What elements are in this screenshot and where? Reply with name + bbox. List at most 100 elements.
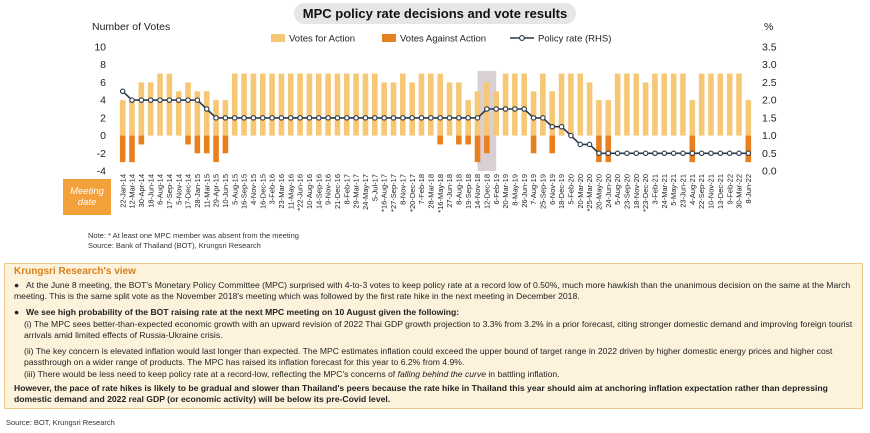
x-tick-label: 12-Dec-18: [483, 174, 492, 209]
bar-against: [745, 135, 752, 163]
policy-rate-point: [456, 115, 462, 121]
bar-against: [549, 135, 556, 154]
x-tick-label: 5-Nov-14: [174, 174, 183, 205]
bar-for: [287, 73, 294, 136]
x-tick-label: 22-Sep-21: [697, 174, 706, 209]
x-tick-label: 8-Jun-22: [744, 174, 753, 204]
x-tick-label: *23-Dec-20: [641, 174, 650, 212]
x-tick-label: 23-Jun-21: [679, 174, 688, 208]
bar-for: [241, 73, 247, 136]
x-tick-label: *22-Jun-16: [296, 174, 305, 211]
policy-rate-point: [689, 150, 696, 157]
bar-for: [362, 73, 369, 136]
policy-rate-point: [549, 123, 555, 130]
x-tick-label: 28-Mar-18: [426, 174, 435, 209]
bar-for: [297, 73, 303, 136]
bar-for: [325, 73, 331, 136]
view-paragraph-1: ● At the June 8 meeting, the BOT's Moneta…: [14, 280, 851, 301]
x-tick-label: 12-Mar-14: [128, 174, 137, 209]
bar-against: [484, 135, 490, 154]
bar-against: [203, 135, 210, 154]
bar-for: [717, 73, 724, 136]
x-tick-label: 13-Dec-21: [716, 174, 725, 209]
bar-for: [381, 82, 387, 136]
legend-label: Votes for Action: [289, 34, 355, 45]
x-tick-label: 9-Feb-22: [725, 174, 734, 204]
policy-rate-point: [428, 115, 434, 121]
y-tick-label: 2: [100, 112, 106, 124]
bar-against: [119, 135, 126, 163]
x-tick-label: 9-Nov-16: [324, 174, 333, 205]
x-tick-label: 5-Aug-20: [613, 174, 622, 205]
x-tick-label: 28-Jan-15: [193, 174, 202, 208]
view-s3-b: falling behind the curve: [397, 369, 486, 379]
policy-rate-point: [474, 115, 481, 121]
note-absent: Note: * At least one MPC member was abse…: [88, 231, 299, 240]
policy-rate-point: [558, 123, 565, 130]
x-tick-label: 10-Aug-16: [305, 174, 314, 209]
view-sub-ii: (ii) The key concern is elevated inflati…: [24, 346, 833, 367]
bar-for: [568, 73, 574, 136]
chart-title: MPC policy rate decisions and vote resul…: [294, 3, 576, 24]
legend-label: Policy rate (RHS): [538, 34, 611, 45]
view-sub-i: (i) The MPC sees better-than-expected ec…: [24, 319, 853, 340]
x-tick-label: 8-May-19: [511, 174, 520, 206]
x-tick-label: 26-Jun-19: [520, 174, 529, 208]
y-tick-label: 0: [100, 130, 106, 142]
x-tick-label: 20-Mar-20: [576, 174, 585, 209]
bar-for: [642, 82, 649, 136]
x-tick-label: *25-Mar-20: [585, 174, 594, 212]
policy-rate-point: [624, 150, 630, 157]
bar-against: [465, 135, 471, 145]
x-tick-label: 25-Sep-19: [539, 174, 548, 209]
bar-for: [250, 73, 257, 136]
x-tick-label: *27-Sep-17: [389, 174, 398, 212]
bar-for: [400, 73, 406, 136]
meeting-date-text: Meeting date: [70, 186, 104, 208]
bar-for: [680, 73, 686, 136]
x-tick-label: 16-Dec-15: [258, 174, 267, 209]
x-tick-label: 5-May-21: [669, 174, 678, 206]
y2-tick-label: 0.5: [762, 148, 777, 160]
x-tick-label: 21-Dec-16: [333, 174, 342, 209]
bar-for: [530, 91, 537, 136]
bar-for: [586, 82, 593, 136]
policy-rate-point: [278, 115, 285, 121]
bar-for: [306, 73, 313, 136]
view-p2-text: We see high probability of the BOT raisi…: [26, 307, 460, 317]
policy-rate-point: [288, 115, 294, 121]
x-tick-label: 10-Jun-15: [221, 174, 230, 208]
bar-against: [194, 135, 201, 154]
policy-rate-point: [661, 150, 668, 157]
x-tick-label: 18-Jun-14: [146, 174, 155, 208]
bar-against: [596, 135, 602, 163]
bar-for: [624, 73, 630, 136]
bar-for: [726, 73, 733, 136]
view-s3-a: (iii) There would be less need to keep p…: [24, 369, 398, 379]
x-tick-label: 23-Sep-20: [623, 174, 632, 209]
bar-for: [315, 73, 322, 136]
x-tick-label: 19-Sep-18: [464, 174, 473, 209]
policy-rate-point: [194, 97, 201, 103]
research-view-title: Krungsri Research's view: [14, 266, 136, 277]
x-tick-label: *16-Aug-17: [380, 174, 389, 212]
view-sub-iii: (iii) There would be less need to keep p…: [24, 369, 854, 380]
policy-rate-point: [259, 115, 266, 121]
y-tick-label: 4: [100, 95, 106, 107]
policy-rate-point: [344, 115, 350, 121]
bar-for: [278, 73, 285, 136]
x-tick-label: 18-Dec-19: [557, 174, 566, 209]
bar-against: [530, 135, 537, 154]
policy-rate-point: [465, 115, 471, 121]
bar-for: [418, 73, 425, 136]
policy-rate-point: [409, 115, 415, 121]
y2-tick-label: 2.5: [762, 77, 777, 89]
bar-for: [540, 73, 546, 136]
bar-for: [175, 91, 182, 136]
policy-rate-point: [736, 150, 742, 157]
policy-rate-point: [726, 150, 733, 157]
bar-for: [708, 73, 714, 136]
bar-against: [213, 135, 219, 163]
bar-against: [456, 135, 462, 145]
y-tick-label: 10: [94, 42, 106, 54]
